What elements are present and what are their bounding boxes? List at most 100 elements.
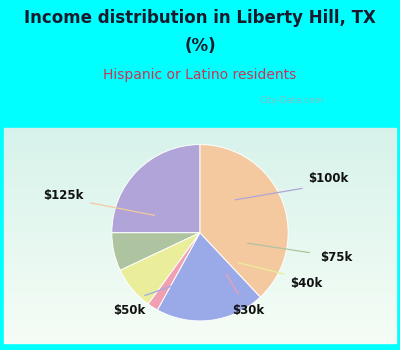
Bar xyxy=(4,332,396,334)
Bar xyxy=(4,166,396,167)
Bar xyxy=(4,131,396,133)
Bar xyxy=(4,307,396,309)
Bar xyxy=(4,139,396,140)
Bar xyxy=(4,174,396,176)
Bar xyxy=(4,264,396,266)
Wedge shape xyxy=(158,233,260,321)
Bar xyxy=(4,155,396,156)
Bar xyxy=(4,205,396,206)
Wedge shape xyxy=(148,233,200,310)
Text: $30k: $30k xyxy=(232,304,264,317)
Bar xyxy=(4,201,396,203)
Bar xyxy=(4,286,396,287)
Bar xyxy=(4,237,396,239)
Bar xyxy=(4,298,396,300)
Bar xyxy=(4,243,396,244)
Bar xyxy=(4,341,396,343)
Bar xyxy=(4,262,396,264)
Bar xyxy=(4,241,396,243)
Bar xyxy=(4,221,396,223)
Bar xyxy=(4,149,396,151)
Bar xyxy=(4,228,396,230)
Bar xyxy=(4,303,396,305)
Bar xyxy=(4,142,396,144)
Bar xyxy=(0,343,400,350)
Bar xyxy=(4,153,396,155)
Bar xyxy=(4,282,396,284)
Bar xyxy=(4,185,396,187)
Bar xyxy=(4,330,396,332)
Bar xyxy=(4,313,396,314)
Bar xyxy=(4,293,396,295)
Bar xyxy=(4,325,396,327)
Bar xyxy=(4,276,396,279)
Bar xyxy=(4,187,396,189)
Text: $50k: $50k xyxy=(113,304,146,317)
Bar xyxy=(4,146,396,147)
Bar xyxy=(4,255,396,257)
Bar xyxy=(4,173,396,174)
Bar xyxy=(4,232,396,233)
Bar xyxy=(4,336,396,338)
Bar xyxy=(4,135,396,137)
Bar xyxy=(4,189,396,190)
Text: $75k: $75k xyxy=(320,251,353,264)
Text: $100k: $100k xyxy=(308,172,348,184)
Bar xyxy=(4,268,396,270)
Text: $40k: $40k xyxy=(290,278,322,290)
Bar xyxy=(4,167,396,169)
Bar xyxy=(0,0,400,128)
Bar xyxy=(4,235,396,237)
Bar xyxy=(4,144,396,146)
Text: Hispanic or Latino residents: Hispanic or Latino residents xyxy=(103,68,297,82)
Bar xyxy=(4,295,396,296)
Bar xyxy=(4,233,396,235)
Bar xyxy=(4,321,396,323)
Bar xyxy=(4,239,396,241)
Bar xyxy=(4,270,396,271)
Bar xyxy=(4,182,396,183)
Bar xyxy=(4,250,396,252)
Bar xyxy=(4,223,396,225)
Bar xyxy=(4,199,396,201)
Bar xyxy=(4,214,396,216)
Bar xyxy=(4,257,396,259)
Bar xyxy=(4,279,396,280)
Bar xyxy=(4,246,396,248)
Bar xyxy=(4,291,396,293)
Bar xyxy=(4,130,396,131)
Bar xyxy=(4,212,396,214)
Bar xyxy=(4,314,396,316)
Bar xyxy=(4,253,396,255)
Bar xyxy=(4,198,396,199)
Bar xyxy=(4,244,396,246)
Bar xyxy=(4,334,396,336)
Bar xyxy=(4,287,396,289)
Bar xyxy=(4,329,396,330)
Bar xyxy=(4,318,396,320)
Bar xyxy=(4,296,396,298)
Bar xyxy=(4,133,396,135)
Bar xyxy=(4,203,396,205)
Bar xyxy=(4,340,396,341)
Wedge shape xyxy=(120,233,200,304)
Bar xyxy=(4,271,396,273)
Bar xyxy=(4,275,396,276)
Bar xyxy=(4,302,396,303)
Bar xyxy=(4,209,396,210)
Bar xyxy=(4,163,396,166)
Bar xyxy=(4,327,396,329)
Text: $125k: $125k xyxy=(43,189,84,202)
Bar xyxy=(4,273,396,275)
Bar xyxy=(4,160,396,162)
Bar xyxy=(4,225,396,226)
Wedge shape xyxy=(112,145,200,233)
Text: (%): (%) xyxy=(184,37,216,55)
Bar xyxy=(4,190,396,192)
Bar xyxy=(4,260,396,262)
Text: City-Data.com: City-Data.com xyxy=(260,96,324,105)
Bar xyxy=(4,194,396,196)
Bar xyxy=(4,338,396,340)
Bar xyxy=(4,300,396,302)
Bar xyxy=(4,217,396,219)
